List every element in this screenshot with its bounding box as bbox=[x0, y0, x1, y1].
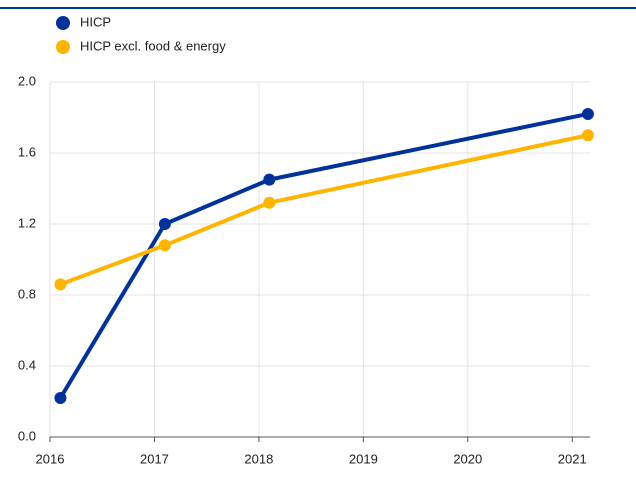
y-tick-label: 0.0 bbox=[18, 428, 36, 443]
data-point bbox=[158, 239, 171, 252]
y-tick-label: 1.6 bbox=[18, 144, 36, 159]
y-tick-label: 0.4 bbox=[18, 357, 36, 372]
legend-swatch bbox=[56, 16, 70, 30]
legend-label: HICP bbox=[80, 14, 111, 29]
x-tick-label: 2021 bbox=[558, 451, 587, 466]
y-tick-label: 2.0 bbox=[18, 73, 36, 88]
data-point bbox=[158, 218, 171, 230]
x-tick-label: 2016 bbox=[36, 451, 65, 466]
x-tick-label: 2018 bbox=[244, 451, 273, 466]
series-line bbox=[59, 133, 589, 287]
data-point bbox=[263, 196, 276, 209]
y-tick-label: 1.2 bbox=[18, 215, 36, 230]
legend-label: HICP excl. food & energy bbox=[80, 38, 226, 53]
series-line bbox=[58, 111, 589, 399]
data-point bbox=[581, 129, 594, 142]
data-point bbox=[54, 391, 67, 404]
x-tick-label: 2017 bbox=[140, 451, 169, 466]
data-point bbox=[54, 278, 67, 291]
x-tick-label: 2020 bbox=[453, 451, 482, 466]
data-point bbox=[263, 173, 276, 186]
data-point bbox=[581, 107, 594, 120]
x-tick-label: 2019 bbox=[349, 451, 378, 466]
legend-swatch bbox=[56, 40, 70, 54]
y-tick-label: 0.8 bbox=[18, 286, 36, 301]
